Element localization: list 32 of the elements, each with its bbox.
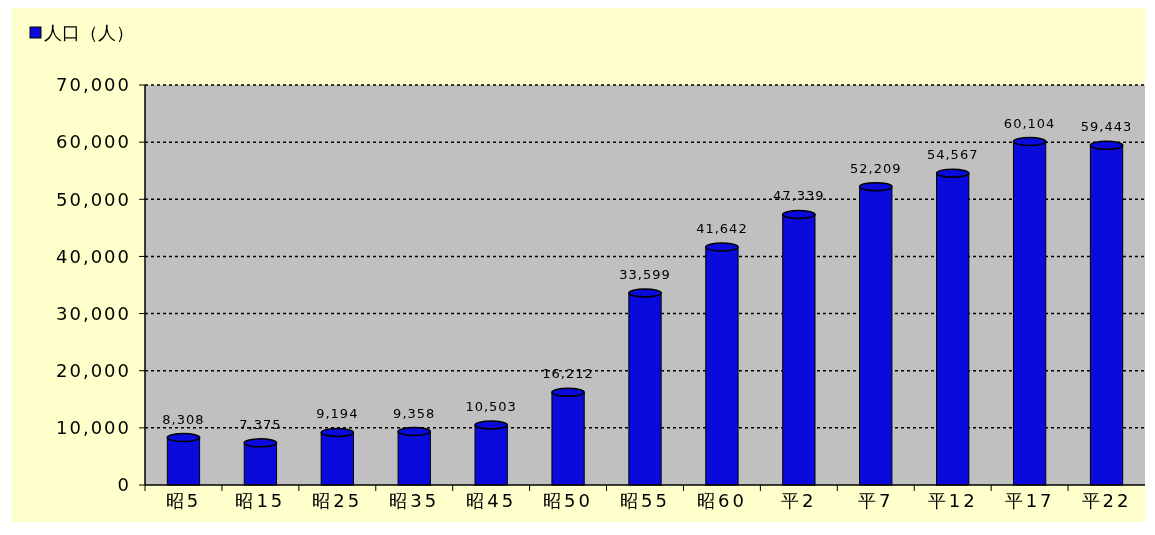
x-tick-label: 平17	[1004, 490, 1055, 511]
y-tick-label: 30,000	[56, 302, 131, 324]
data-label: 59,443	[1080, 119, 1133, 135]
x-tick-label: 昭5	[165, 490, 202, 511]
data-label: 33,599	[619, 267, 671, 283]
data-label: 8,308	[162, 411, 205, 427]
y-tick-label: 60,000	[56, 131, 131, 153]
x-tick-label: 平2	[781, 490, 817, 511]
data-label: 54,567	[926, 147, 979, 163]
y-tick-label: 0	[117, 474, 131, 496]
y-tick-label: 40,000	[56, 245, 131, 267]
y-tick-label: 50,000	[56, 188, 131, 210]
x-tick-label: 平7	[858, 490, 894, 511]
data-label: 60,104	[1003, 115, 1056, 131]
x-tick-label: 昭55	[620, 490, 670, 511]
data-label: 9,194	[316, 406, 359, 422]
y-tick-label: 20,000	[56, 360, 131, 382]
x-tick-label: 昭50	[543, 490, 594, 511]
x-tick-label: 昭25	[312, 490, 363, 511]
y-tick-label: 70,000	[56, 74, 131, 96]
legend-label: 人口（人）	[44, 22, 134, 44]
data-label: 9,358	[393, 405, 436, 421]
x-tick-label: 昭60	[696, 490, 747, 511]
x-tick-label: 昭45	[466, 490, 517, 511]
y-tick-label: 10,000	[56, 417, 131, 439]
x-tick-label: 平12	[927, 490, 978, 511]
x-tick-label: 昭35	[389, 490, 440, 511]
data-label: 10,503	[465, 398, 517, 414]
x-tick-label: 平22	[1081, 490, 1132, 511]
x-tick-label: 昭15	[235, 490, 286, 511]
data-label: 52,209	[850, 160, 902, 176]
data-label: 41,642	[696, 221, 748, 237]
